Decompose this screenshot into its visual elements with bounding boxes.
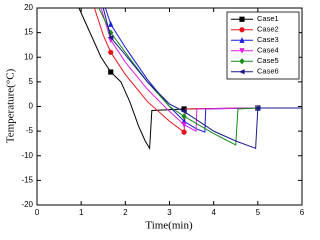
x-tick-label: 4: [211, 208, 216, 217]
marker: [108, 21, 114, 27]
y-tick-label: 0: [29, 102, 34, 111]
y-tick-label: 5: [29, 77, 34, 86]
y-tick-label: -20: [21, 200, 33, 209]
x-tick-label: 6: [300, 208, 305, 217]
marker: [108, 49, 114, 55]
y-tick-label: -5: [26, 126, 34, 135]
chart: Time(min) Temperature(°C) 0 1 2 3 4 5 6 -20 -15 -…: [5, 3, 305, 232]
y-tick-label: -10: [21, 151, 33, 160]
marker: [238, 69, 245, 75]
x-tick-label: 2: [123, 208, 128, 217]
marker: [239, 16, 245, 22]
marker: [180, 108, 187, 115]
marker: [239, 37, 245, 43]
legend-label: Case6: [257, 67, 279, 76]
legend-label: Case1: [257, 14, 279, 23]
y-axis-title: Temperature(°C): [5, 68, 17, 143]
marker: [181, 129, 187, 135]
marker: [181, 122, 187, 128]
x-tick-label: 3: [167, 208, 172, 217]
marker: [239, 48, 245, 54]
y-tick-label: 15: [24, 28, 33, 37]
x-axis-title: Time(min): [145, 220, 193, 232]
x-tick-label: 1: [79, 208, 84, 217]
page: {"chart_data": {"type": "line", "x_label…: [4, 3, 305, 232]
legend-label: Case3: [257, 35, 279, 44]
marker: [108, 69, 114, 75]
x-tick-label: 5: [256, 208, 261, 217]
marker: [239, 27, 245, 33]
legend-box: [226, 11, 300, 80]
marker: [181, 113, 187, 120]
legend-label: Case4: [257, 46, 279, 55]
marker: [254, 105, 261, 111]
x-tick-label: 0: [35, 208, 40, 217]
marker: [239, 58, 245, 65]
y-tick-label: -15: [21, 175, 33, 184]
legend-label: Case2: [257, 25, 279, 34]
legend-label: Case5: [257, 56, 279, 65]
marker: [107, 34, 114, 41]
line: [100, 8, 302, 132]
y-tick-label: 10: [24, 52, 33, 61]
marker: [108, 29, 114, 36]
y-tick-label: 20: [24, 3, 33, 12]
